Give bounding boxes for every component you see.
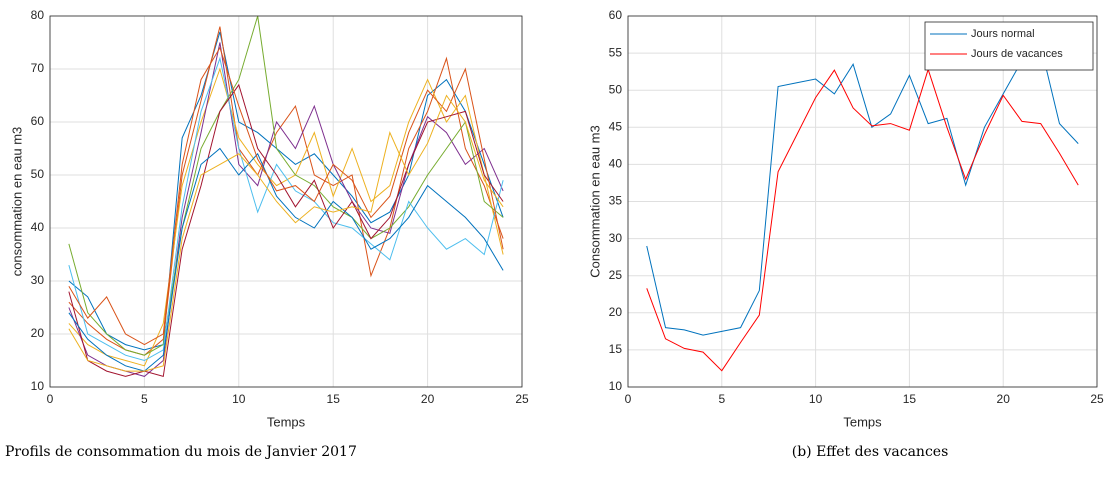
series-line [646, 44, 1079, 336]
x-tick-label: 0 [47, 392, 54, 406]
series-line [68, 15, 504, 356]
caption: (b) Effet des vacances [792, 444, 949, 460]
y-tick-label: 50 [31, 167, 45, 181]
legend-box [924, 21, 1094, 71]
x-tick-label: 5 [141, 392, 148, 406]
x-tick-label: 20 [997, 392, 1011, 406]
y-tick-label: 60 [609, 8, 623, 22]
series-line [68, 147, 504, 372]
series-line [68, 67, 504, 367]
series-line [68, 83, 504, 378]
x-tick-label: 25 [515, 392, 529, 406]
series-line [68, 31, 504, 351]
y-tick-label: 40 [31, 220, 45, 234]
series-line [68, 42, 504, 377]
y-tick-label: 55 [609, 45, 623, 59]
y-tick-label: 20 [609, 305, 623, 319]
y-tick-label: 45 [609, 119, 623, 133]
y-tick-label: 30 [31, 273, 45, 287]
legend-label: Jours normal [971, 28, 1035, 40]
y-tick-label: 60 [31, 114, 45, 128]
y-tick-label: 10 [31, 379, 45, 393]
axes-box [627, 15, 1098, 388]
series-line [68, 94, 504, 372]
plot-area [50, 16, 522, 387]
y-tick-label: 80 [31, 8, 45, 22]
y-tick-label: 30 [609, 231, 623, 245]
x-tick-label: 15 [903, 392, 917, 406]
y-tick-label: 10 [609, 379, 623, 393]
x-axis-label: Temps [267, 414, 306, 429]
y-tick-label: 40 [609, 157, 623, 171]
y-axis-label: Consommation en eau m3 [587, 125, 602, 277]
x-tick-label: 5 [718, 392, 725, 406]
x-axis-label: Temps [843, 414, 882, 429]
caption: Profils de consommation du mois de Janvi… [5, 444, 357, 460]
series-line [68, 56, 504, 362]
y-tick-label: 25 [609, 268, 623, 282]
x-tick-label: 20 [421, 392, 435, 406]
axes-box [49, 15, 523, 388]
x-tick-label: 15 [327, 392, 341, 406]
x-tick-label: 10 [809, 392, 823, 406]
y-tick-label: 15 [609, 342, 623, 356]
series-line [68, 46, 504, 346]
y-axis-label: consommation en eau m3 [9, 127, 24, 277]
y-tick-label: 50 [609, 82, 623, 96]
y-tick-label: 20 [31, 326, 45, 340]
y-tick-label: 35 [609, 194, 623, 208]
y-tick-label: 70 [31, 61, 45, 75]
legend-label: Jours de vacances [971, 48, 1063, 60]
x-tick-label: 0 [625, 392, 632, 406]
series-line [646, 67, 1079, 372]
x-tick-label: 10 [232, 392, 246, 406]
x-tick-label: 25 [1090, 392, 1104, 406]
